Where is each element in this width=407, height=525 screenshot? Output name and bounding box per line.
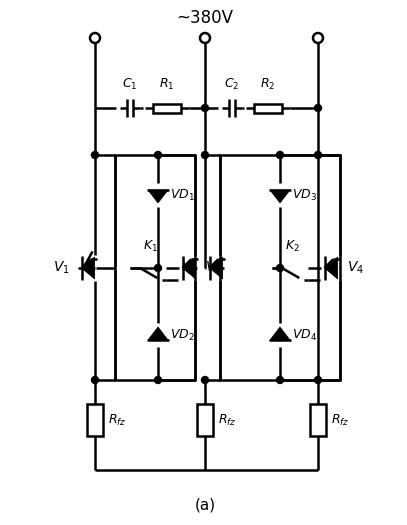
Circle shape (155, 376, 162, 383)
Circle shape (201, 152, 208, 159)
Circle shape (92, 376, 98, 383)
Text: $V_1$: $V_1$ (53, 260, 70, 276)
Text: $VD_3$: $VD_3$ (292, 187, 317, 203)
Text: $V_4$: $V_4$ (347, 260, 364, 276)
Polygon shape (148, 190, 168, 203)
Text: $V_2$: $V_2$ (206, 260, 222, 276)
Polygon shape (81, 257, 95, 279)
Text: $R_{fz}$: $R_{fz}$ (331, 413, 350, 427)
Text: $V_3$: $V_3$ (181, 260, 198, 276)
Circle shape (92, 152, 98, 159)
Text: ~380V: ~380V (177, 9, 234, 27)
Bar (310, 404, 326, 436)
Circle shape (315, 104, 322, 111)
Polygon shape (270, 190, 290, 203)
Circle shape (315, 376, 322, 383)
Circle shape (276, 265, 284, 271)
Circle shape (201, 376, 208, 383)
Text: $C_2$: $C_2$ (224, 77, 240, 92)
Text: $K_1$: $K_1$ (142, 239, 158, 254)
Polygon shape (182, 257, 196, 279)
Text: $R_{fz}$: $R_{fz}$ (218, 413, 236, 427)
Bar (87, 404, 103, 436)
Circle shape (276, 152, 284, 159)
Text: (a): (a) (195, 498, 216, 512)
Text: $VD_4$: $VD_4$ (292, 328, 317, 342)
Text: $VD_2$: $VD_2$ (170, 328, 195, 342)
Circle shape (276, 376, 284, 383)
Circle shape (315, 152, 322, 159)
Circle shape (200, 33, 210, 43)
Bar (153, 103, 181, 112)
Circle shape (155, 265, 162, 271)
Bar (197, 404, 213, 436)
Bar (220, 155, 340, 380)
Text: $VD_1$: $VD_1$ (170, 187, 195, 203)
Text: $C_1$: $C_1$ (122, 77, 138, 92)
Text: $R_{fz}$: $R_{fz}$ (108, 413, 127, 427)
Circle shape (201, 104, 208, 111)
Polygon shape (210, 257, 223, 279)
Circle shape (313, 33, 323, 43)
Text: $R_1$: $R_1$ (159, 77, 175, 92)
Text: $R_2$: $R_2$ (260, 77, 276, 92)
Polygon shape (270, 327, 290, 340)
Circle shape (90, 33, 100, 43)
Text: $K_2$: $K_2$ (284, 239, 300, 254)
Polygon shape (324, 257, 338, 279)
Circle shape (155, 152, 162, 159)
Bar (115, 155, 195, 380)
Bar (254, 103, 282, 112)
Polygon shape (148, 327, 168, 340)
